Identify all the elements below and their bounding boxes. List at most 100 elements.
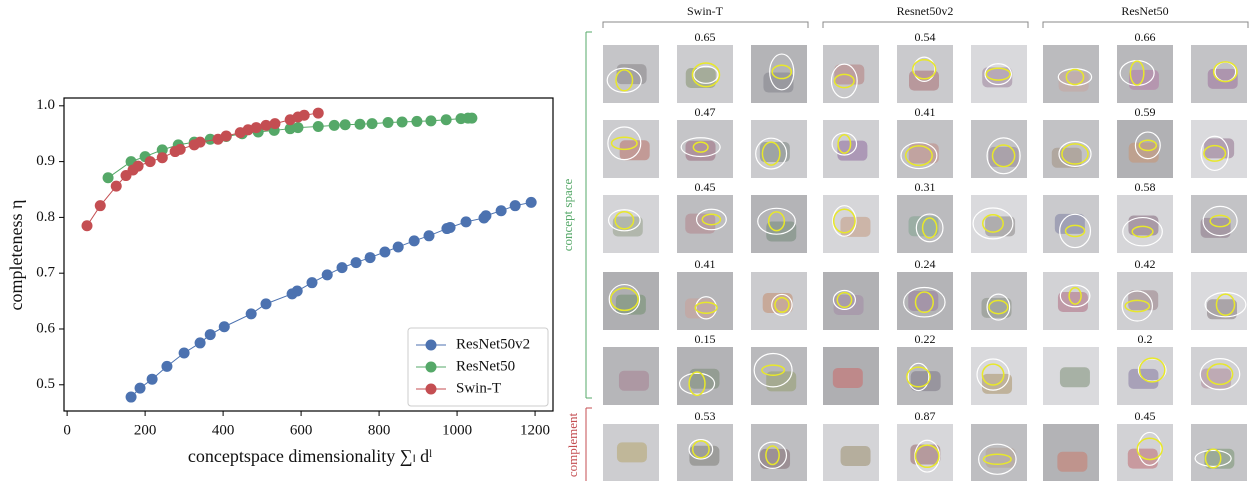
saliency-contour: [767, 211, 786, 232]
saliency-contour: [831, 132, 858, 156]
saliency-contour: [1204, 448, 1222, 469]
header-bracket: [1042, 21, 1249, 28]
model-header: Resnet50v2: [897, 4, 954, 18]
point: [260, 298, 272, 310]
saliency-contour: [1138, 357, 1166, 383]
saliency-contour: [1212, 61, 1238, 83]
saliency-contour: [1202, 205, 1238, 237]
saliency-contour: [991, 144, 1016, 168]
point: [495, 205, 507, 217]
score-label: 0.53: [695, 409, 716, 423]
point: [156, 152, 168, 164]
saliency-contour: [912, 58, 937, 80]
point: [220, 130, 232, 142]
thumbnail-object: [840, 446, 871, 467]
point: [354, 118, 366, 130]
score-label: 0.15: [695, 332, 716, 346]
saliency-contour: [904, 145, 933, 167]
thumbnail-object: [908, 216, 939, 237]
saliency-contour: [1203, 144, 1227, 162]
saliency-contour: [1059, 213, 1092, 249]
point: [94, 200, 106, 212]
point: [204, 133, 216, 145]
thumbnail-object: [685, 140, 716, 161]
saliency-contour: [615, 69, 634, 92]
thumbnail-object: [766, 221, 797, 242]
y-tick-label: 0.9: [36, 153, 55, 169]
point: [460, 216, 472, 228]
saliency-contour: [833, 73, 855, 89]
saliency-contour: [832, 205, 857, 237]
saliency-contour: [757, 207, 796, 235]
x-tick-label: 1200: [520, 422, 550, 438]
point: [382, 117, 394, 129]
point: [392, 241, 404, 253]
saliency-contour: [1058, 140, 1092, 167]
legend-marker: [425, 339, 437, 351]
point: [396, 116, 408, 128]
saliency-contour: [692, 141, 709, 153]
score-label: 0.41: [915, 105, 936, 119]
saliency-contour: [1121, 290, 1154, 322]
point: [144, 156, 156, 168]
saliency-contour: [984, 63, 1012, 86]
point: [102, 172, 114, 184]
saliency-contour: [1068, 287, 1082, 305]
score-label: 0.58: [1135, 180, 1156, 194]
saliency-contour: [836, 291, 853, 308]
thumbnail-object: [685, 298, 716, 319]
point: [245, 308, 257, 320]
saliency-contour: [906, 366, 931, 388]
point: [312, 120, 324, 132]
saliency-contour: [981, 363, 1005, 386]
point: [328, 119, 340, 131]
saliency-contour: [972, 207, 1014, 240]
saliency-contour: [1204, 291, 1247, 318]
point: [134, 382, 146, 394]
y-tick-label: 0.8: [36, 209, 55, 225]
point: [204, 329, 216, 341]
model-header: ResNet50: [1121, 4, 1168, 18]
thumbnail-object: [988, 146, 1019, 167]
point: [480, 210, 492, 222]
thumbnail-object: [1059, 367, 1090, 388]
saliency-contour: [1122, 216, 1163, 247]
thumbnail-object: [759, 142, 790, 163]
thumbnail-object: [1057, 451, 1088, 472]
saliency-contour: [765, 445, 780, 466]
legend-marker: [425, 361, 437, 373]
thumbnail-object: [1204, 138, 1235, 159]
x-tick-label: 200: [134, 422, 157, 438]
saliency-contour: [978, 443, 1017, 475]
point: [260, 119, 272, 131]
thumbnail-object: [689, 445, 720, 466]
score-label: 0.41: [695, 257, 716, 271]
saliency-contour: [1215, 293, 1236, 316]
point: [132, 160, 144, 172]
point: [81, 220, 93, 232]
legend-label: Swin-T: [456, 380, 501, 396]
score-label: 0.65: [695, 30, 716, 44]
point: [336, 262, 348, 274]
saliency-contour: [837, 134, 852, 154]
point: [156, 144, 168, 156]
point: [146, 373, 158, 385]
point: [366, 118, 378, 130]
saliency-contour: [610, 136, 638, 151]
saliency-contour: [1064, 224, 1086, 238]
saliency-contour: [609, 287, 639, 312]
saliency-contour: [1199, 358, 1241, 391]
saliency-contour: [1124, 299, 1151, 313]
point: [292, 122, 304, 134]
legend-label: ResNet50: [456, 358, 515, 374]
score-label: 0.66: [1135, 30, 1156, 44]
score-label: 0.42: [1135, 257, 1156, 271]
saliency-contour: [986, 137, 1021, 175]
saliency-contour: [769, 53, 795, 91]
point: [110, 180, 122, 192]
saliency-contour: [691, 62, 721, 88]
thumbnail-object: [837, 140, 868, 161]
saliency-contour: [1134, 131, 1161, 160]
saliency-contour: [900, 141, 938, 170]
